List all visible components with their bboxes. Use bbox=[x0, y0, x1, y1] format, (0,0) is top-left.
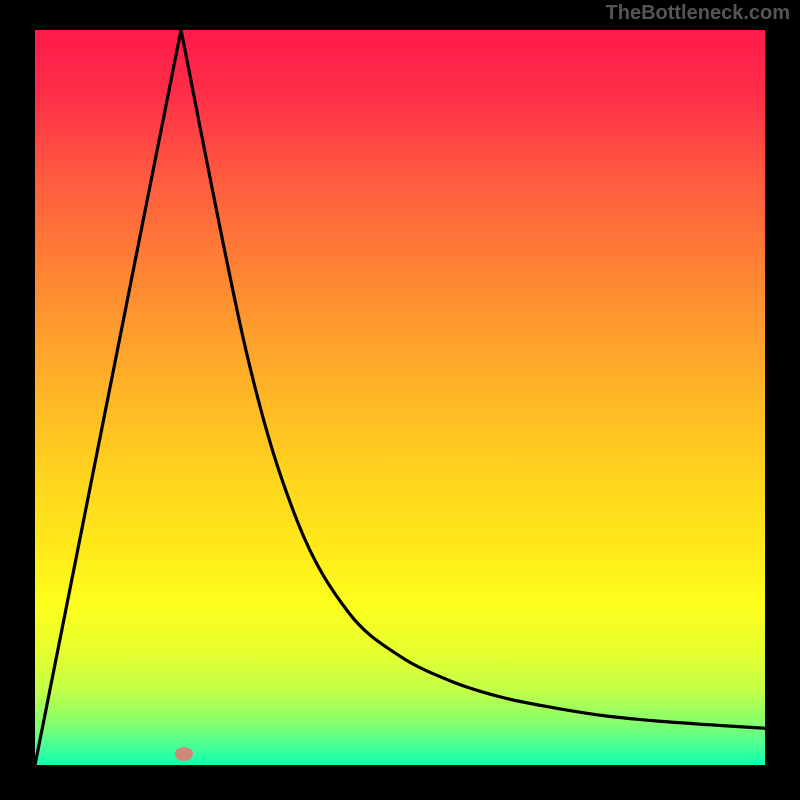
optimal-point-marker bbox=[175, 747, 193, 761]
chart-container: TheBottleneck.com bbox=[0, 0, 800, 800]
watermark-text: TheBottleneck.com bbox=[606, 2, 790, 25]
plot-area bbox=[35, 30, 765, 765]
bottleneck-curve bbox=[35, 30, 765, 765]
